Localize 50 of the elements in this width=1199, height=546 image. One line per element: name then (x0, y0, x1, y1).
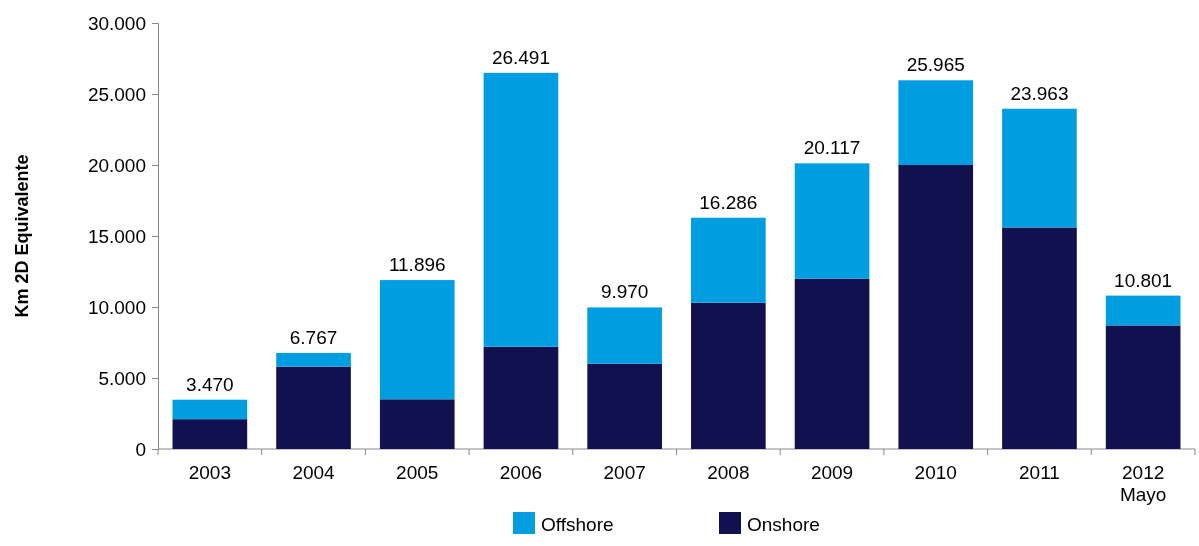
x-tick-label: 2010 (914, 462, 957, 483)
bar (276, 352, 351, 367)
bar (587, 307, 662, 364)
bar (379, 399, 455, 449)
x-tick-label: 2004 (292, 462, 336, 483)
bar (691, 302, 766, 449)
y-tick-label: 0 (135, 438, 146, 460)
x-tick-label: 2006 (499, 462, 543, 483)
x-tick-label: 2012 Mayo (1119, 462, 1167, 505)
bar (898, 80, 974, 165)
x-tick-label: 2003 (188, 462, 231, 483)
x-tick-label: 2009 (810, 462, 854, 483)
bar (483, 72, 559, 347)
total-label: 6.767 (289, 326, 338, 348)
bar (483, 346, 559, 449)
legend-label: Offshore (541, 514, 614, 535)
x-tick-label: 2008 (707, 462, 750, 483)
bar (1002, 108, 1077, 228)
bar (587, 363, 662, 449)
total-label: 10.801 (1114, 269, 1173, 291)
bar (1105, 325, 1181, 449)
y-axis-title: Km 2D Equivalente (12, 154, 32, 318)
y-tick-label: 15.000 (87, 225, 146, 247)
bar (794, 163, 870, 279)
total-label: 11.896 (388, 254, 446, 276)
bar (172, 419, 248, 449)
bar (379, 280, 455, 400)
total-label: 20.117 (803, 137, 861, 159)
bar (276, 366, 351, 449)
x-tick-label: 2005 (396, 462, 439, 483)
total-label: 9.970 (600, 281, 649, 303)
y-tick-label: 10.000 (87, 296, 146, 318)
y-tick-label: 20.000 (87, 154, 146, 176)
total-label: 25.965 (906, 54, 965, 76)
y-tick-label: 5.000 (98, 367, 146, 389)
bar (1105, 295, 1181, 326)
legend-label: Onshore (747, 514, 820, 535)
bar (172, 399, 248, 420)
bar (794, 278, 870, 449)
bar (898, 165, 974, 449)
bar (1002, 227, 1077, 449)
total-label: 23.963 (1010, 82, 1069, 104)
x-tick-label: 2011 (1019, 462, 1060, 483)
x-tick-label: 2007 (603, 462, 646, 483)
total-label: 26.491 (491, 46, 551, 68)
y-tick-label: 30.000 (87, 12, 146, 34)
total-label: 3.470 (186, 373, 234, 395)
bar (691, 217, 766, 303)
y-tick-label: 25.000 (87, 83, 146, 105)
total-label: 16.286 (699, 191, 758, 213)
